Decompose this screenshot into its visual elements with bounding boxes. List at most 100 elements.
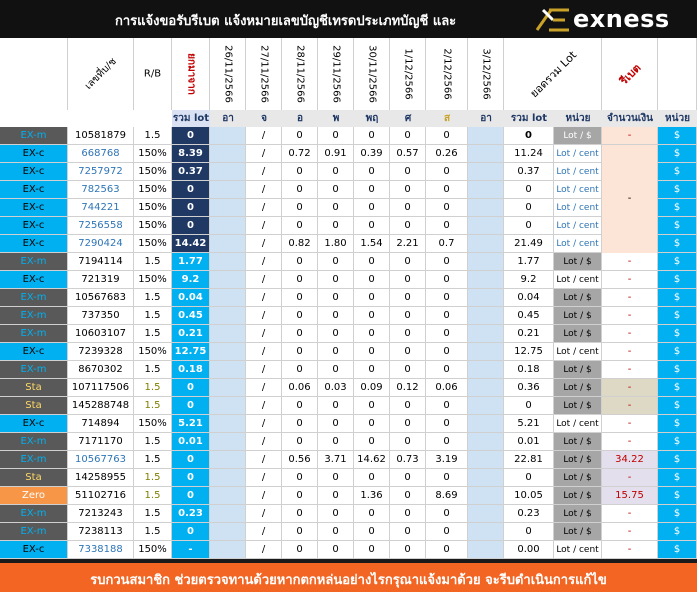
cell-day-sun-1 [210, 523, 246, 541]
cell-day-thu: 0 [354, 325, 390, 343]
cell-day-sun-2 [468, 307, 504, 325]
cell-sum-lot: 12.75 [504, 343, 554, 361]
sub-day: จ [261, 113, 267, 124]
cell-account-number: 7257972 [68, 163, 134, 181]
cell-day-thu: 0 [354, 361, 390, 379]
cell-day-sun-1 [210, 163, 246, 181]
cell-day-sat: 0 [426, 181, 468, 199]
cell-day-thu: 0 [354, 415, 390, 433]
cell-account-number: 782563 [68, 181, 134, 199]
cell-rb-rate: 150% [134, 145, 172, 163]
cell-account-number: 8670302 [68, 361, 134, 379]
cell-day-sun-1 [210, 451, 246, 469]
cell-day-thu: 0 [354, 217, 390, 235]
cell-day-tue: 0.72 [282, 145, 318, 163]
cell-currency: $ [658, 325, 697, 343]
cell-day-fri: 0 [390, 433, 426, 451]
cell-currency: $ [658, 505, 697, 523]
footer-text: รบกวนสมาชิก ช่วยตรวจทานด้วยหากตกหล่นอย่า… [90, 573, 607, 588]
cell-unit: Lot / cent [554, 415, 602, 433]
table-row: EX-m 7213243 1.5 0.23/0 0 0 0 0 0.23 Lot / $ - $ [0, 505, 697, 523]
cell-day-sun-2 [468, 271, 504, 289]
cell-amount: - [602, 343, 658, 361]
cell-currency: $ [658, 271, 697, 289]
cell-currency: $ [658, 235, 697, 253]
cell-account-type: EX-c [0, 145, 68, 163]
cell-day-sat: 0 [426, 289, 468, 307]
cell-account-number: 7256558 [68, 217, 134, 235]
cell-rb-rate: 1.5 [134, 433, 172, 451]
cell-day-tue: 0 [282, 271, 318, 289]
cell-day-wed: 0 [318, 523, 354, 541]
header-date-label: 3/12/2566 [480, 48, 491, 100]
cell-day-thu: 0 [354, 541, 390, 559]
cell-day-tue: 0 [282, 361, 318, 379]
cell-currency: $ [658, 451, 697, 469]
cell-carried-total: 0 [172, 379, 210, 397]
cell-day-tue: 0 [282, 127, 318, 145]
cell-account-type: EX-m [0, 127, 68, 145]
header-date: 26/11/2566 [210, 38, 246, 110]
cell-day-thu: 0 [354, 505, 390, 523]
cell-amount: 15.75 [602, 487, 658, 505]
cell-day-thu: 0 [354, 397, 390, 415]
cell-amount: - [602, 469, 658, 487]
cell-account-type: EX-c [0, 541, 68, 559]
header-account-no: เลขที่บ/ช [68, 38, 134, 110]
cell-unit: Lot / cent [554, 235, 602, 253]
cell-account-number: 51102716 [68, 487, 134, 505]
cell-day-fri: 0 [390, 307, 426, 325]
cell-account-number: 10581879 [68, 127, 134, 145]
cell-currency: $ [658, 523, 697, 541]
cell-day-mon: / [246, 253, 282, 271]
cell-carried-total: 12.75 [172, 343, 210, 361]
cell-day-sun-2 [468, 379, 504, 397]
cell-day-fri: 0 [390, 343, 426, 361]
cell-carried-total: 14.42 [172, 235, 210, 253]
cell-day-mon: / [246, 199, 282, 217]
cell-day-wed: 0 [318, 469, 354, 487]
cell-amount: - [602, 127, 658, 145]
cell-day-tue: 0 [282, 307, 318, 325]
cell-day-wed: 3.71 [318, 451, 354, 469]
table-row: EX-c 7256558 150% 0/0 0 0 0 0 0 Lot / cent $ [0, 217, 697, 235]
cell-rb-rate: 1.5 [134, 505, 172, 523]
cell-day-wed: 0 [318, 361, 354, 379]
cell-account-type: EX-c [0, 235, 68, 253]
cell-carried-total: 0 [172, 487, 210, 505]
cell-day-wed: 1.80 [318, 235, 354, 253]
cell-day-mon: / [246, 163, 282, 181]
cell-unit: Lot / $ [554, 505, 602, 523]
header-account-no-label: เลขที่บ/ช [82, 56, 119, 92]
header-rebate-label: รีเบต [616, 61, 643, 88]
cell-day-wed: 0 [318, 181, 354, 199]
sub-day: อา [480, 113, 492, 124]
table-row: EX-c 721319 150% 9.2/0 0 0 0 0 9.2 Lot / cent - $ [0, 271, 697, 289]
cell-day-wed: 0 [318, 271, 354, 289]
cell-sum-lot: 0.23 [504, 505, 554, 523]
cell-day-sun-2 [468, 397, 504, 415]
header-date-label: 26/11/2566 [222, 45, 233, 103]
cell-day-sun-1 [210, 271, 246, 289]
header-date: 30/11/2566 [354, 38, 390, 110]
cell-carried-total: 0 [172, 451, 210, 469]
cell-day-sat: 0.26 [426, 145, 468, 163]
table-row: EX-m 7194114 1.5 1.77/0 0 0 0 0 1.77 Lot / $ - $ [0, 253, 697, 271]
footer-notice: รบกวนสมาชิก ช่วยตรวจทานด้วยหากตกหล่นอย่า… [0, 563, 697, 592]
cell-account-type: Sta [0, 379, 68, 397]
cell-day-sun-1 [210, 343, 246, 361]
cell-day-fri: 0 [390, 181, 426, 199]
cell-sum-lot: 11.24 [504, 145, 554, 163]
cell-account-number: 7239328 [68, 343, 134, 361]
cell-carried-total: 0.18 [172, 361, 210, 379]
cell-day-tue: 0 [282, 343, 318, 361]
cell-unit: Lot / $ [554, 253, 602, 271]
cell-account-type: EX-m [0, 253, 68, 271]
cell-day-sun-2 [468, 451, 504, 469]
cell-day-fri: 0 [390, 217, 426, 235]
cell-day-thu: 0 [354, 127, 390, 145]
cell-sum-lot: 1.77 [504, 253, 554, 271]
cell-day-fri: 0 [390, 397, 426, 415]
cell-day-wed: 0 [318, 541, 354, 559]
